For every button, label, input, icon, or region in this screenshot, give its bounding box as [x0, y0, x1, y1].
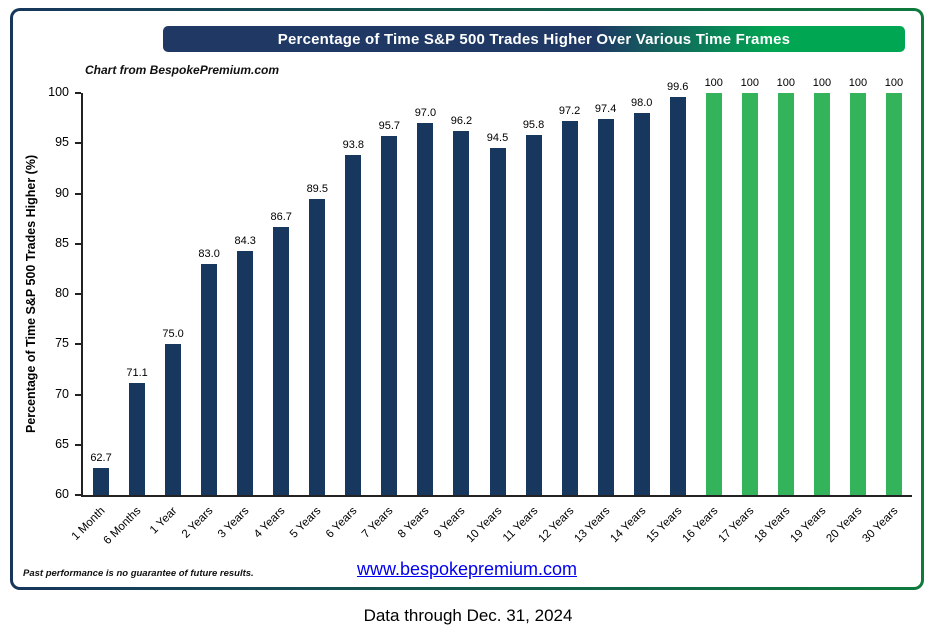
source-note: Chart from BespokePremium.com	[85, 63, 280, 77]
bar	[453, 131, 470, 495]
bar	[849, 93, 866, 495]
bar-value-label: 100	[884, 77, 904, 89]
bar	[705, 93, 722, 495]
data-through-caption: Data through Dec. 31, 2024	[363, 606, 573, 625]
bar	[489, 148, 506, 495]
bar-value-label: 83.0	[198, 247, 220, 260]
bar-value-label: 93.8	[342, 139, 365, 152]
bar-value-label: 96.2	[450, 115, 473, 128]
bar-value-label: 100	[848, 77, 868, 89]
y-tick-mark	[75, 293, 81, 295]
y-tick-mark	[75, 242, 81, 245]
y-tick-mark	[75, 494, 81, 496]
y-tick-mark	[75, 92, 81, 94]
y-axis: 60 65 70 75 80 85 90 95 100	[13, 85, 81, 501]
bar	[309, 198, 326, 495]
y-tick-label: 85	[55, 235, 69, 250]
bar	[885, 93, 902, 495]
bar-value-label: 95.7	[378, 120, 401, 133]
bar	[129, 383, 146, 495]
bar-value-label: 100	[812, 77, 832, 89]
bar-value-label: 100	[704, 77, 723, 89]
bar	[741, 93, 758, 495]
bar	[273, 226, 290, 495]
bar	[597, 119, 614, 495]
bar	[237, 250, 254, 495]
y-tick-mark	[75, 192, 81, 195]
y-tick-label: 95	[55, 135, 69, 150]
bar-value-label: 89.5	[306, 182, 328, 195]
y-tick-mark	[75, 443, 81, 446]
y-tick-label: 60	[55, 487, 69, 501]
bar-value-label: 97.0	[414, 107, 437, 120]
bar	[561, 121, 578, 495]
bar-value-label: 71.1	[126, 367, 148, 380]
plot-area: 62.7 71.1 75.0 83.0 84.3 86.7 89.5 93.8 95.7 97.0…	[81, 77, 912, 497]
bar-value-label: 97.4	[594, 103, 617, 116]
bar	[525, 135, 542, 495]
chart-frame: Percentage of Time S&P 500 Trades Higher…	[10, 8, 924, 590]
bar	[633, 113, 650, 495]
bar-value-label: 95.8	[522, 119, 545, 132]
chart-title-bar: Percentage of Time S&P 500 Trades Higher…	[163, 26, 905, 52]
y-tick-label: 90	[55, 185, 69, 200]
site-link-wrap: www.bespokepremium.com	[13, 559, 921, 580]
chart-area: Percentage of Time S&P 500 Trades Higher…	[13, 11, 921, 587]
bar-value-label: 86.7	[270, 210, 292, 223]
y-tick-mark	[75, 343, 81, 346]
bar	[381, 136, 398, 495]
y-tick-mark	[75, 393, 81, 396]
bar-value-label: 99.6	[666, 81, 689, 94]
bar	[93, 467, 110, 495]
y-tick-label: 100	[48, 85, 69, 99]
y-tick-label: 75	[55, 336, 69, 351]
bar	[777, 93, 794, 495]
bar-value-label: 75.0	[162, 328, 184, 341]
y-tick-label: 80	[55, 286, 69, 300]
bar	[345, 155, 362, 495]
y-tick-label: 65	[55, 436, 69, 451]
bar	[417, 123, 434, 495]
bar	[669, 97, 686, 495]
bar-value-label: 100	[776, 77, 796, 89]
bar-value-label: 84.3	[234, 234, 256, 247]
bar-value-label: 100	[740, 77, 759, 89]
bar-value-label: 62.7	[90, 451, 112, 464]
bar	[201, 263, 218, 495]
y-tick-label: 70	[55, 386, 69, 401]
disclaimer-footnote: Past performance is no guarantee of futu…	[23, 568, 254, 579]
bar	[813, 93, 830, 495]
y-tick-mark	[75, 142, 81, 145]
bar-value-label: 98.0	[630, 97, 653, 110]
bar-value-label: 97.2	[558, 105, 581, 118]
bar	[165, 344, 182, 495]
chart-title: Percentage of Time S&P 500 Trades Higher…	[277, 30, 791, 48]
bar-value-label: 94.5	[486, 132, 509, 145]
bespoke-link[interactable]: www.bespokepremium.com	[356, 559, 578, 579]
